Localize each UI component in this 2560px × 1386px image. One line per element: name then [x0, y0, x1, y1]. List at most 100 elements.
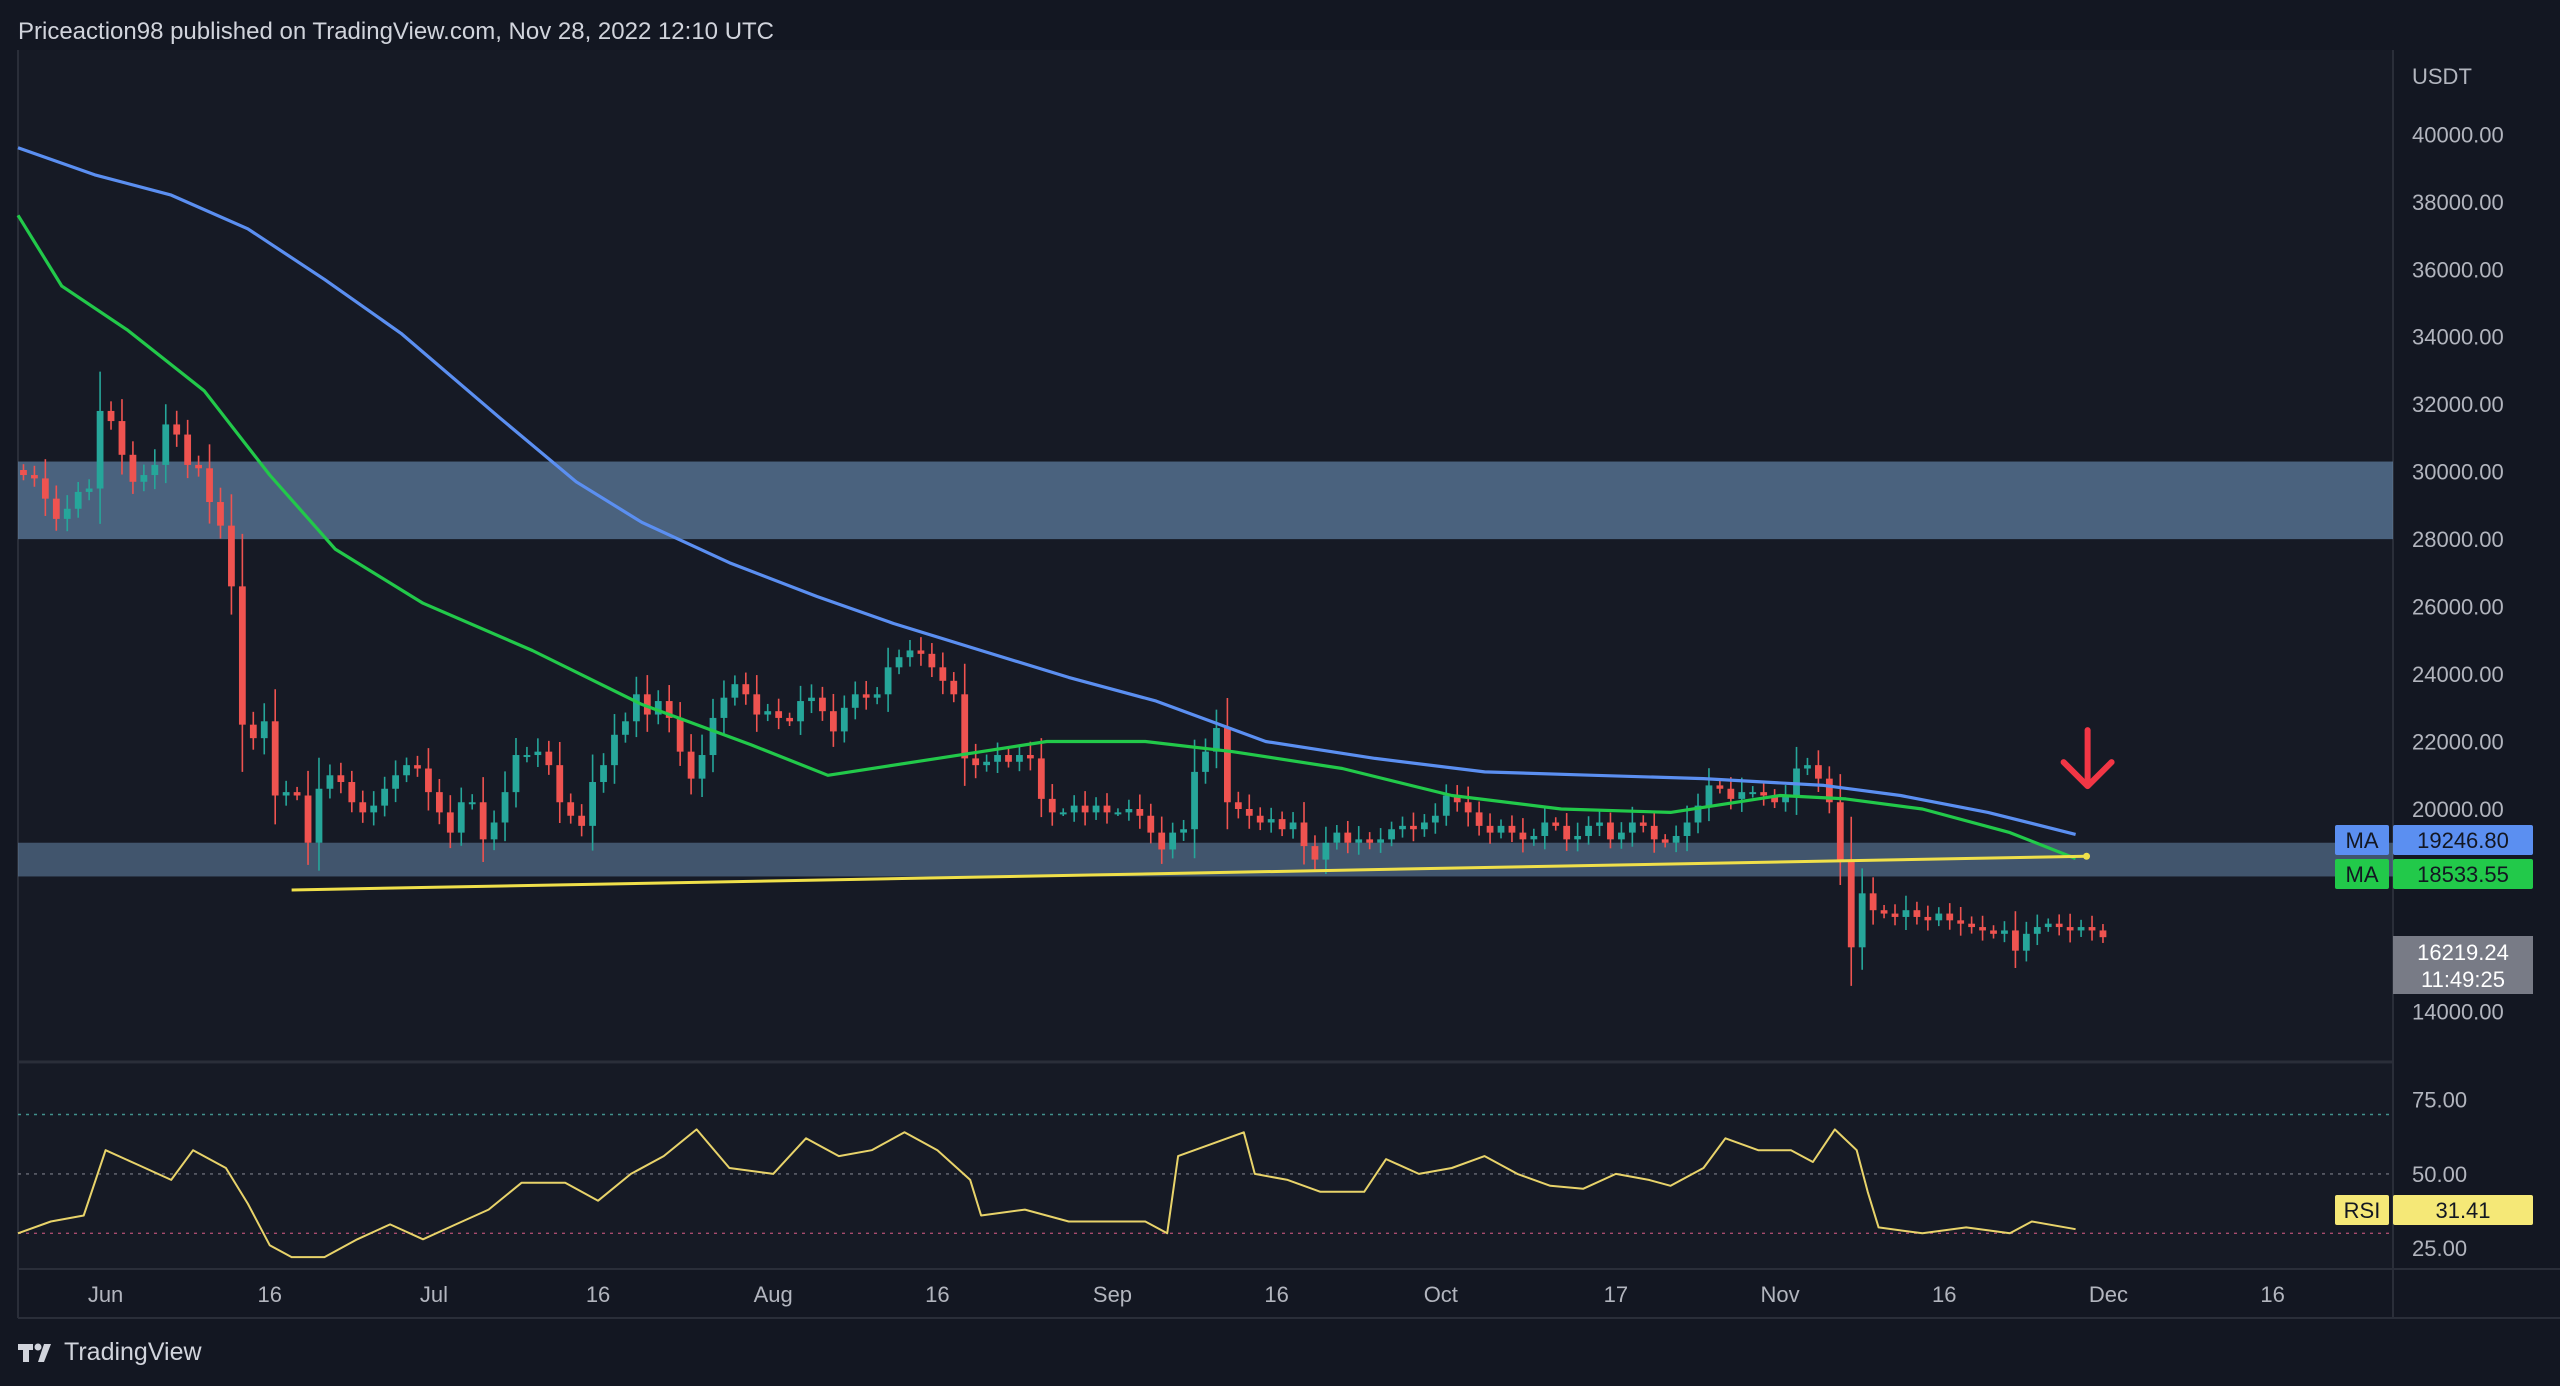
price-tick-label: 22000.00 — [2412, 730, 2504, 755]
candle-body — [348, 782, 356, 803]
candle-body — [1377, 839, 1385, 843]
candle-body — [217, 502, 224, 526]
candle — [403, 757, 410, 783]
candle — [1639, 815, 1647, 833]
candle-body — [1596, 822, 1603, 826]
candle — [206, 444, 213, 524]
candle-body — [1399, 825, 1406, 830]
time-axis[interactable]: Jun 16 Jul 16 Aug 16 Sep 16 Oct 17 Nov 16 Dec 16 — [88, 1282, 2285, 1307]
rsi-axis[interactable]: 75.00 50.00 25.00 — [2412, 1088, 2467, 1262]
candle — [567, 793, 575, 824]
candle-body — [2001, 930, 2008, 934]
candle — [1683, 805, 1691, 852]
candle-body — [1749, 792, 1757, 795]
tradingview-logo[interactable]: TradingView — [18, 1338, 202, 1367]
tradingview-brand: TradingView — [64, 1338, 202, 1366]
candle — [972, 743, 980, 779]
candle-body — [249, 724, 257, 739]
candle-body — [1344, 832, 1352, 843]
candle-body — [1431, 815, 1439, 823]
rsi-pane[interactable] — [18, 1064, 2393, 1269]
candle — [906, 639, 914, 667]
candle-body — [786, 717, 793, 722]
candle — [85, 479, 93, 501]
candle-body — [2044, 923, 2052, 928]
candle-body — [392, 775, 399, 789]
candle — [1213, 709, 1220, 769]
candle-body — [1158, 832, 1166, 850]
candle-body — [1475, 812, 1483, 826]
candle-body — [1782, 795, 1789, 803]
rsi-indicator — [17, 1113, 2393, 1259]
candle — [1552, 817, 1560, 831]
candle — [1158, 816, 1166, 864]
candle — [1880, 904, 1888, 919]
candle — [1037, 738, 1045, 818]
candle-body — [1410, 825, 1417, 830]
candle-body — [1957, 920, 1965, 924]
candle — [20, 464, 27, 481]
candle-body — [1016, 755, 1023, 762]
candle-body — [1574, 835, 1582, 840]
candle — [1990, 925, 1997, 939]
candle-body — [808, 697, 815, 702]
candle-body — [1037, 758, 1045, 799]
candle-body — [731, 684, 739, 698]
candle — [819, 686, 826, 721]
time-tick-label: Jun — [88, 1282, 123, 1307]
candle — [862, 680, 870, 710]
candle — [1618, 822, 1625, 849]
candle — [348, 770, 356, 813]
candle — [1388, 821, 1395, 847]
candle-body — [643, 694, 651, 715]
candle — [184, 419, 192, 479]
candle-body — [753, 694, 761, 715]
candle — [1913, 901, 1921, 925]
candle-body — [1946, 913, 1954, 921]
candle — [479, 777, 487, 862]
price-tick-label: 28000.00 — [2412, 527, 2504, 552]
price-tick-label: 24000.00 — [2412, 662, 2504, 687]
tradingview-logo-icon — [18, 1343, 51, 1362]
candle-body — [1300, 822, 1308, 847]
candle — [983, 754, 990, 772]
candle — [238, 533, 246, 772]
candle-body — [2033, 927, 2041, 934]
candle-body — [1607, 822, 1614, 840]
candle-body — [1081, 805, 1089, 813]
candle — [435, 778, 443, 825]
candle-body — [41, 478, 49, 499]
candle — [523, 746, 531, 763]
candle-body — [589, 782, 596, 826]
candle — [1738, 777, 1746, 812]
price-axis[interactable]: 14000.0016000.0018000.0020000.0022000.00… — [2412, 122, 2504, 1024]
candle-body — [1738, 792, 1746, 799]
candle-body — [1136, 809, 1144, 816]
candle — [468, 794, 476, 810]
candle-body — [1694, 805, 1702, 823]
candle-body — [2012, 930, 2019, 951]
candle-body — [1990, 930, 1997, 934]
candle — [961, 663, 969, 786]
main-pane[interactable] — [18, 50, 2393, 1062]
candle — [589, 754, 596, 851]
candle-body — [414, 765, 421, 769]
candle-body — [370, 805, 378, 813]
support-resistance-zones — [18, 461, 2393, 877]
candle-body — [2022, 933, 2030, 951]
candle-body — [1858, 893, 1866, 948]
trendline-endpoint — [2083, 852, 2091, 860]
candle-body — [140, 475, 148, 482]
candle-body — [501, 792, 509, 823]
price-tags: MA 19246.80 MA 18533.55 RSI 31.41 16219.2411:4… — [2335, 825, 2533, 1225]
candle — [1366, 832, 1374, 850]
candle-body — [1333, 832, 1341, 843]
current-price-value: 16219.24 — [2417, 940, 2509, 965]
candle-body — [2077, 927, 2085, 931]
candle-body — [622, 721, 629, 735]
candle-body — [1366, 839, 1374, 843]
trendline-layer — [291, 852, 2091, 892]
candle-body — [534, 751, 542, 756]
candle — [1716, 780, 1724, 794]
